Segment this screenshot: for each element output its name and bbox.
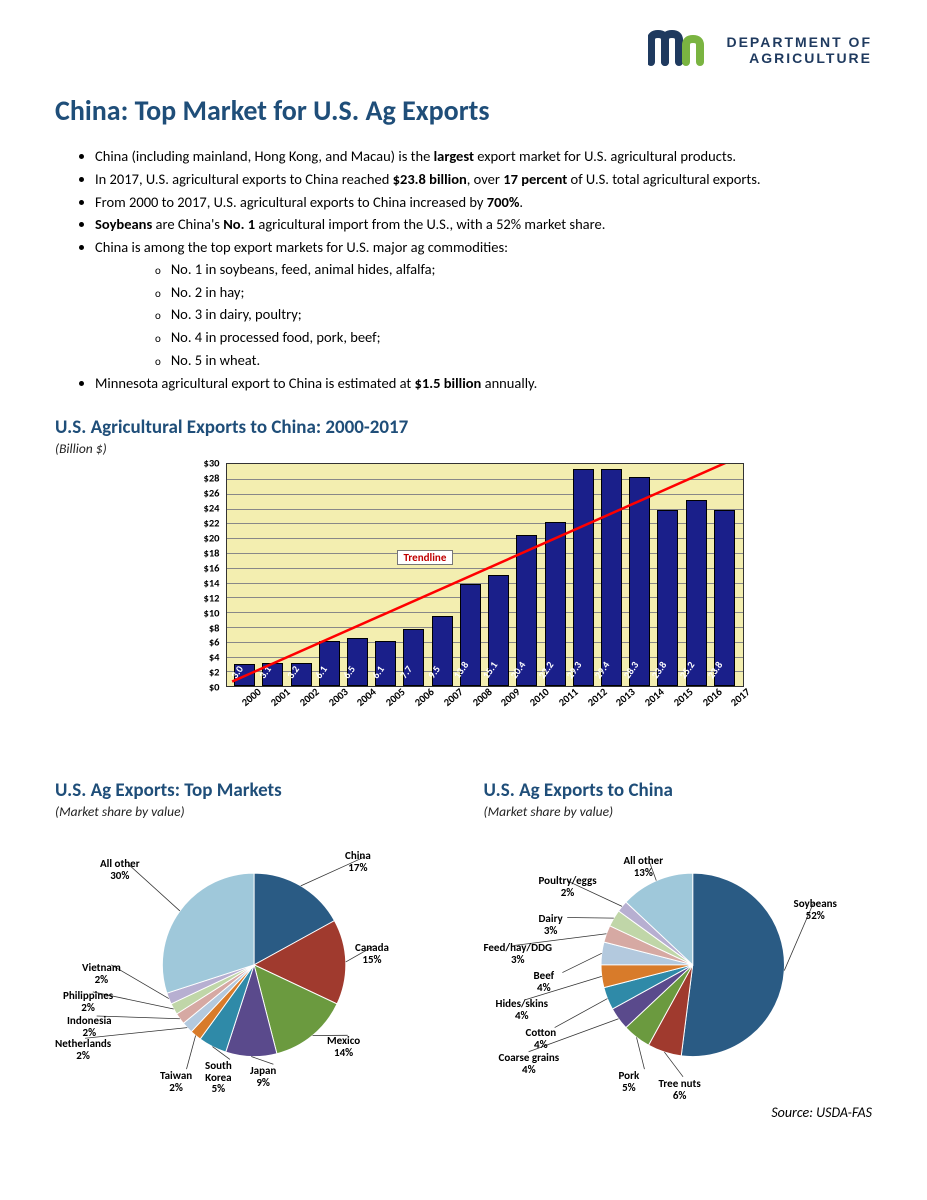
main-bullets: China (including mainland, Hong Kong, an… bbox=[55, 146, 872, 394]
header-logo: DEPARTMENT OF AGRICULTURE bbox=[55, 30, 872, 75]
y-tick-label: $20 bbox=[204, 531, 220, 544]
pie-slice-label: Cotton4% bbox=[526, 1027, 557, 1050]
x-tick-label: 2010 bbox=[527, 686, 565, 726]
pie-right-subtitle: (Market share by value) bbox=[484, 803, 873, 820]
x-tick-label: 2002 bbox=[297, 686, 335, 726]
x-tick-label: 2012 bbox=[585, 686, 623, 726]
x-tick-label: 2006 bbox=[412, 686, 450, 726]
pie-slice-label: Netherlands2% bbox=[55, 1038, 111, 1061]
sub-bullets: No. 1 in soybeans, feed, animal hides, a… bbox=[95, 259, 872, 372]
x-tick-label: 2007 bbox=[441, 686, 479, 726]
sub-bullet: No. 5 in wheat. bbox=[155, 350, 872, 372]
pie-slice-label: Philippines2% bbox=[63, 990, 113, 1013]
pie-slice-label: SouthKorea5% bbox=[205, 1060, 232, 1095]
barchart-title: U.S. Agricultural Exports to China: 2000… bbox=[55, 416, 872, 439]
pie-slice-label: Hides/skins4% bbox=[496, 998, 549, 1021]
pie-right-title: U.S. Ag Exports to China bbox=[484, 779, 873, 802]
y-tick-label: $16 bbox=[204, 561, 220, 574]
pie-slice-label: Beef4% bbox=[534, 970, 555, 993]
x-tick-label: 2004 bbox=[354, 686, 392, 726]
pie-slice-label: Vietnam2% bbox=[82, 962, 121, 985]
y-tick-label: $0 bbox=[209, 681, 220, 694]
y-tick-label: $8 bbox=[209, 621, 220, 634]
pie-slice-label: Poultry/eggs2% bbox=[539, 875, 597, 898]
sub-bullet: No. 2 in hay; bbox=[155, 282, 872, 304]
pie-slice-label: Dairy3% bbox=[539, 913, 563, 936]
mn-logo-icon bbox=[648, 30, 718, 70]
pie-slice-label: Soybeans52% bbox=[794, 898, 837, 921]
y-tick-label: $22 bbox=[204, 516, 220, 529]
y-tick-label: $14 bbox=[204, 576, 220, 589]
pie-chart-top-markets: China17% Canada15% Mexico14% Japan9% SouthKo… bbox=[55, 820, 444, 1100]
y-tick-label: $6 bbox=[209, 636, 220, 649]
barchart-subtitle: (Billion $) bbox=[55, 440, 872, 457]
x-tick-label: 2008 bbox=[470, 686, 508, 726]
pie-slice-label: All other13% bbox=[624, 855, 664, 878]
page-title: China: Top Market for U.S. Ag Exports bbox=[55, 93, 872, 128]
bullet-2: In 2017, U.S. agricultural exports to Ch… bbox=[95, 169, 872, 191]
x-tick-label: 2005 bbox=[383, 686, 421, 726]
bullet-6: Minnesota agricultural export to China i… bbox=[95, 373, 872, 395]
x-tick-label: 2000 bbox=[239, 686, 277, 726]
pie-slice-label: Japan9% bbox=[250, 1065, 276, 1088]
x-tick-label: 2013 bbox=[613, 686, 651, 726]
bullet-4: Soybeans are China's No. 1 agricultural … bbox=[95, 214, 872, 236]
pie-slice-label: Taiwan2% bbox=[160, 1070, 192, 1093]
pie-slice-label: Mexico14% bbox=[327, 1035, 360, 1058]
logo-line1: DEPARTMENT OF bbox=[726, 34, 872, 50]
pie-slice-label: Canada15% bbox=[355, 942, 389, 965]
pie-slice-label: All other30% bbox=[100, 858, 140, 881]
bar-chart: $0 $2 $4 $6 $8 $10 $12 $14 $16 $18 $20 $22$24 $26 $28… bbox=[184, 463, 744, 723]
sub-bullet: No. 1 in soybeans, feed, animal hides, a… bbox=[155, 259, 872, 281]
pie-chart-exports-china: Soybeans52% Tree nuts6% Pork5% Coarse grain… bbox=[484, 820, 873, 1100]
x-tick-label: 2011 bbox=[556, 686, 594, 726]
x-tick-label: 2016 bbox=[700, 686, 738, 726]
x-tick-label: 2001 bbox=[268, 686, 306, 726]
logo-line2: AGRICULTURE bbox=[726, 50, 872, 66]
pie-left-subtitle: (Market share by value) bbox=[55, 803, 444, 820]
pie-slice-label: China17% bbox=[345, 850, 371, 873]
bullet-3: From 2000 to 2017, U.S. agricultural exp… bbox=[95, 192, 872, 214]
y-tick-label: $10 bbox=[204, 606, 220, 619]
x-tick-label: 2009 bbox=[498, 686, 536, 726]
y-tick-label: $28 bbox=[204, 472, 220, 485]
pie-slice-label: Pork5% bbox=[619, 1070, 640, 1093]
bullet-5: China is among the top export markets fo… bbox=[95, 237, 872, 372]
y-tick-label: $12 bbox=[204, 591, 220, 604]
y-tick-label: $2 bbox=[209, 666, 220, 679]
bullet-1: China (including mainland, Hong Kong, an… bbox=[95, 146, 872, 168]
y-tick-label: $24 bbox=[204, 502, 220, 515]
trendline-label: Trendline bbox=[397, 550, 454, 565]
sub-bullet: No. 4 in processed food, pork, beef; bbox=[155, 327, 872, 349]
pie-slice-label: Feed/hay/DDG3% bbox=[484, 942, 553, 965]
x-tick-label: 2017 bbox=[728, 686, 766, 726]
x-tick-label: 2003 bbox=[326, 686, 364, 726]
x-tick-label: 2014 bbox=[642, 686, 680, 726]
source-citation: Source: USDA-FAS bbox=[55, 1104, 872, 1121]
y-tick-label: $4 bbox=[209, 651, 220, 664]
sub-bullet: No. 3 in dairy, poultry; bbox=[155, 304, 872, 326]
pie-slice-label: Coarse grains4% bbox=[499, 1052, 560, 1075]
y-tick-label: $18 bbox=[204, 546, 220, 559]
pie-slice-label: Tree nuts6% bbox=[659, 1078, 701, 1101]
pie-slice bbox=[681, 873, 784, 1056]
y-tick-label: $30 bbox=[204, 457, 220, 470]
y-tick-label: $26 bbox=[204, 487, 220, 500]
x-tick-label: 2015 bbox=[671, 686, 709, 726]
pie-slice-label: Indonesia2% bbox=[67, 1015, 112, 1038]
pie-left-title: U.S. Ag Exports: Top Markets bbox=[55, 779, 444, 802]
